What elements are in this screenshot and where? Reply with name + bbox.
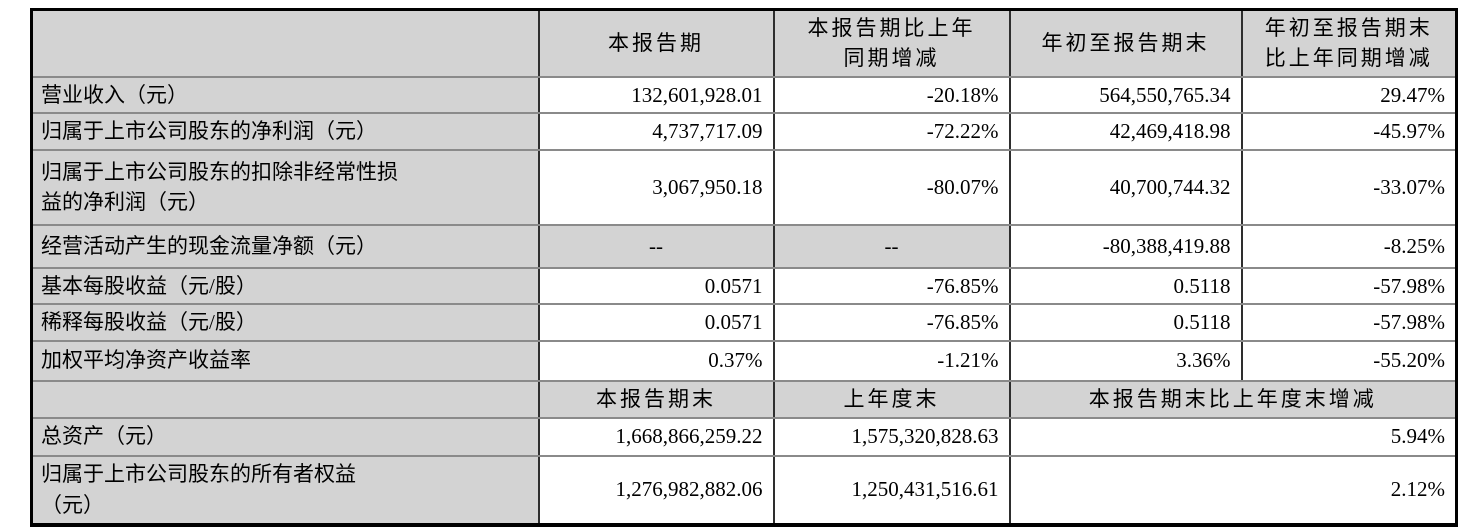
subheader-period-end: 本报告期末 <box>537 379 775 419</box>
value-prev-year-end: 1,575,320,828.63 <box>772 416 1011 457</box>
metric-row-net-profit: 归属于上市公司股东的净利润（元） 4,737,717.09 -72.22% 42… <box>30 112 1458 151</box>
value-period-end: 1,668,866,259.22 <box>537 416 775 457</box>
financial-summary-section: 本报告期 本报告期比上年 同期增减 年初至报告期末 年初至报告期末 比上年同期增… <box>30 7 1458 527</box>
metric-row-basic-eps: 基本每股收益（元/股） 0.0571 -76.85% 0.5118 -57.98… <box>30 266 1458 306</box>
value-ytd-yoy-change: -8.25% <box>1240 223 1458 269</box>
metric-label: 营业收入（元） <box>30 75 540 115</box>
value-ytd: 40,700,744.32 <box>1008 148 1243 226</box>
value-ytd: 564,550,765.34 <box>1008 75 1243 115</box>
value-period-end: 1,276,982,882.06 <box>537 454 775 527</box>
header-ytd-yoy: 年初至报告期末 比上年同期增减 <box>1240 7 1458 78</box>
value-yoy-change: -76.85% <box>772 266 1011 306</box>
value-ytd-yoy-change: -57.98% <box>1240 266 1458 306</box>
value-period-end-change: 5.94% <box>1008 416 1458 457</box>
value-period-end-change: 2.12% <box>1008 454 1458 527</box>
metric-label: 基本每股收益（元/股） <box>30 266 540 306</box>
value-prev-year-end: 1,250,431,516.61 <box>772 454 1011 527</box>
value-current-period: 0.37% <box>537 339 775 382</box>
subheader-row: 本报告期末 上年度末 本报告期末比上年度末增减 <box>30 379 1458 419</box>
metric-row-operating-cash-flow: 经营活动产生的现金流量净额（元） -- -- -80,388,419.88 -8… <box>30 223 1458 269</box>
value-yoy-change: -72.22% <box>772 112 1011 151</box>
header-current-period: 本报告期 <box>537 7 775 78</box>
value-yoy-change: -1.21% <box>772 339 1011 382</box>
subheader-period-end-change: 本报告期末比上年度末增减 <box>1008 379 1458 419</box>
value-ytd-yoy-change: 29.47% <box>1240 75 1458 115</box>
metric-label: 归属于上市公司股东的净利润（元） <box>30 112 540 151</box>
value-current-period: 0.0571 <box>537 303 775 342</box>
metric-row-diluted-eps: 稀释每股收益（元/股） 0.0571 -76.85% 0.5118 -57.98… <box>30 303 1458 342</box>
value-ytd: 0.5118 <box>1008 303 1243 342</box>
value-current-period: 4,737,717.09 <box>537 112 775 151</box>
value-yoy-change: -80.07% <box>772 148 1011 226</box>
metric-row-weighted-avg-roe: 加权平均净资产收益率 0.37% -1.21% 3.36% -55.20% <box>30 339 1458 382</box>
value-current-period: 0.0571 <box>537 266 775 306</box>
value-ytd: 3.36% <box>1008 339 1243 382</box>
metric-label: 总资产（元） <box>30 416 540 457</box>
value-ytd: 0.5118 <box>1008 266 1243 306</box>
value-current-period: 3,067,950.18 <box>537 148 775 226</box>
value-current-period: 132,601,928.01 <box>537 75 775 115</box>
metric-row-revenue: 营业收入（元） 132,601,928.01 -20.18% 564,550,7… <box>30 75 1458 115</box>
metric-label: 加权平均净资产收益率 <box>30 339 540 382</box>
value-yoy-change: -20.18% <box>772 75 1011 115</box>
value-yoy-change: -76.85% <box>772 303 1011 342</box>
financial-summary-table: 本报告期 本报告期比上年 同期增减 年初至报告期末 年初至报告期末 比上年同期增… <box>30 7 1458 527</box>
value-ytd: 42,469,418.98 <box>1008 112 1243 151</box>
metric-row-shareholders-equity: 归属于上市公司股东的所有者权益 （元） 1,276,982,882.06 1,2… <box>30 454 1458 527</box>
subheader-corner-cell <box>30 379 540 419</box>
metric-label: 归属于上市公司股东的扣除非经常性损 益的净利润（元） <box>30 148 540 226</box>
value-ytd-yoy-change: -57.98% <box>1240 303 1458 342</box>
metric-row-net-profit-excl-nonrecurring: 归属于上市公司股东的扣除非经常性损 益的净利润（元） 3,067,950.18 … <box>30 148 1458 226</box>
value-ytd: -80,388,419.88 <box>1008 223 1243 269</box>
metric-label: 经营活动产生的现金流量净额（元） <box>30 223 540 269</box>
header-corner-cell <box>30 7 540 78</box>
value-current-period: -- <box>537 223 775 269</box>
value-yoy-change: -- <box>772 223 1011 269</box>
header-row: 本报告期 本报告期比上年 同期增减 年初至报告期末 年初至报告期末 比上年同期增… <box>30 7 1458 78</box>
value-ytd-yoy-change: -33.07% <box>1240 148 1458 226</box>
metric-label: 稀释每股收益（元/股） <box>30 303 540 342</box>
metric-row-total-assets: 总资产（元） 1,668,866,259.22 1,575,320,828.63… <box>30 416 1458 457</box>
metric-label: 归属于上市公司股东的所有者权益 （元） <box>30 454 540 527</box>
header-current-period-yoy: 本报告期比上年 同期增减 <box>772 7 1011 78</box>
header-ytd: 年初至报告期末 <box>1008 7 1243 78</box>
value-ytd-yoy-change: -45.97% <box>1240 112 1458 151</box>
subheader-prev-year-end: 上年度末 <box>772 379 1011 419</box>
value-ytd-yoy-change: -55.20% <box>1240 339 1458 382</box>
